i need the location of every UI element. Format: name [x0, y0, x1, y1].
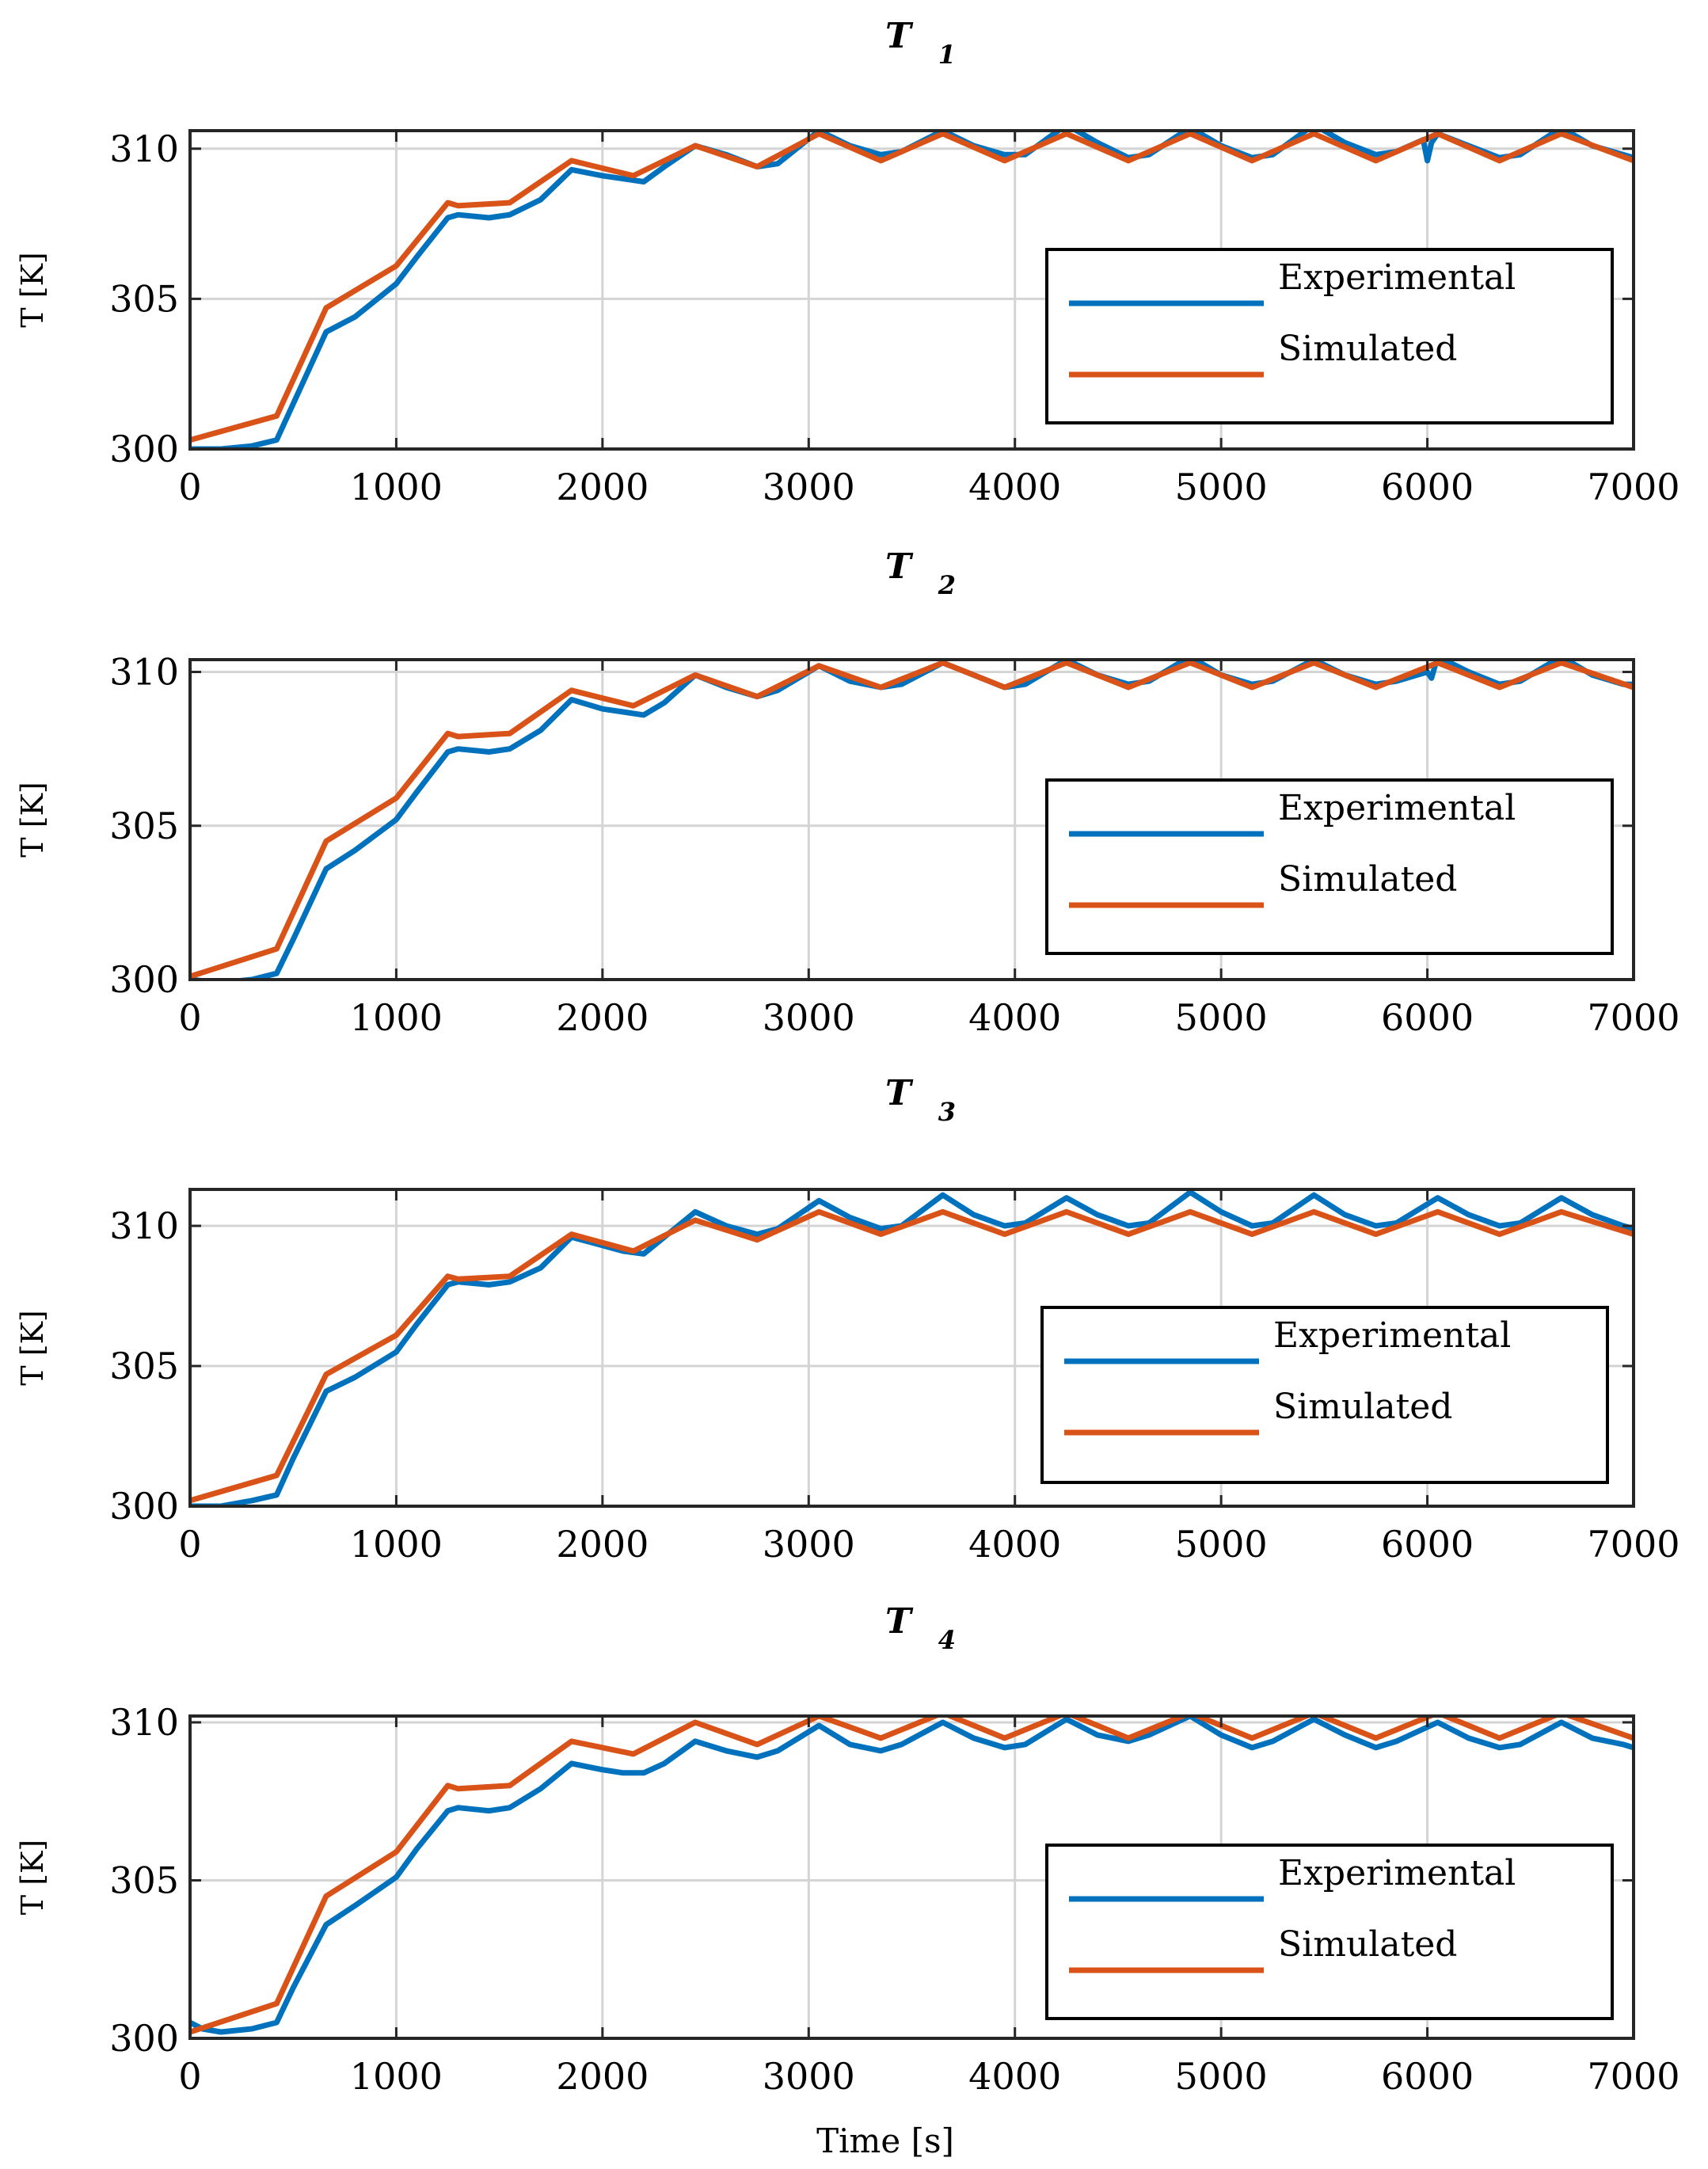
legend-label-experimental: Experimental — [1278, 1853, 1516, 1893]
x-tick-label: 6000 — [1381, 996, 1474, 1039]
x-tick-label: 4000 — [968, 996, 1061, 1039]
x-tick-label: 1000 — [350, 1523, 443, 1566]
x-tick-label: 7000 — [1587, 1523, 1679, 1566]
legend-label-simulated: Simulated — [1278, 859, 1457, 900]
legend-box — [1045, 1844, 1614, 2020]
x-tick-label: 0 — [178, 996, 201, 1039]
series-experimental-line — [190, 1714, 1634, 2035]
x-tick-label: 1000 — [350, 996, 443, 1039]
y-tick-label: 305 — [109, 805, 179, 847]
title-subscript: 4 — [938, 1625, 956, 1655]
y-tick-label: 310 — [109, 651, 179, 694]
title-subscript: 3 — [938, 1097, 956, 1127]
legend-label-experimental: Experimental — [1273, 1315, 1511, 1356]
series-simulated-line — [190, 1208, 1634, 1504]
x-tick-label: 3000 — [763, 2055, 855, 2098]
subplot-3: 0 1000 2000 3000 4000 5000 6000 7000 300 305 310 T … — [15, 1073, 1680, 1566]
y-tick-label: 300 — [109, 958, 179, 1001]
title-main: T — [885, 1073, 914, 1113]
x-tick-label: 6000 — [1381, 1523, 1474, 1566]
x-tick-label: 2000 — [556, 1523, 649, 1566]
x-tick-label: 7000 — [1587, 996, 1679, 1039]
y-tick-label: 305 — [109, 1859, 179, 1901]
x-tick-label: 3000 — [763, 466, 855, 508]
legend-box — [1045, 248, 1614, 424]
x-tick-label: 2000 — [556, 996, 649, 1039]
axes-frame — [188, 1714, 1635, 2040]
x-tick-label: 1000 — [350, 2055, 443, 2098]
axes-frame — [188, 129, 1635, 451]
y-tick-label: 305 — [109, 1345, 179, 1387]
y-axis-label: T [K] — [15, 1840, 50, 1915]
x-tick-label: 3000 — [763, 1523, 855, 1566]
legend-label-simulated: Simulated — [1273, 1387, 1452, 1427]
y-axis-label: T [K] — [15, 1310, 50, 1385]
legend: Experimental Simulated — [1045, 778, 1614, 955]
legend: Experimental Simulated — [1045, 1844, 1614, 2020]
x-axis-label: Time [s] — [816, 2121, 954, 2160]
y-tick-label: 310 — [109, 1701, 179, 1744]
x-tick-label: 0 — [178, 2055, 201, 2098]
legend-box — [1040, 1306, 1609, 1484]
series-experimental-line — [190, 658, 1634, 981]
title-main: T — [885, 1601, 914, 1642]
legend-label-simulated: Simulated — [1278, 1924, 1457, 1965]
x-tick-label: 4000 — [968, 466, 1061, 508]
series-simulated-line — [190, 660, 1634, 980]
subplot-1: 0 1000 2000 3000 4000 5000 6000 7000 300 305 310 T … — [15, 16, 1680, 508]
x-tick-label: 1000 — [350, 466, 443, 508]
x-tick-label: 4000 — [968, 2055, 1061, 2098]
y-tick-label: 310 — [109, 1204, 179, 1247]
series-simulated-line — [190, 1714, 1634, 2035]
x-tick-label: 6000 — [1381, 2055, 1474, 2098]
subplot-4: 0 1000 2000 3000 4000 5000 6000 7000 300 305 310 T … — [15, 1601, 1680, 2098]
x-tick-label: 0 — [178, 466, 201, 508]
x-tick-label: 2000 — [556, 466, 649, 508]
y-axis-label: T [K] — [15, 782, 50, 857]
y-tick-label: 305 — [109, 277, 179, 320]
title-main: T — [885, 546, 914, 587]
legend-label-experimental: Experimental — [1278, 257, 1516, 298]
x-tick-label: 5000 — [1175, 996, 1268, 1039]
y-tick-label: 310 — [109, 127, 179, 170]
subplot-2: 0 1000 2000 3000 4000 5000 6000 7000 300 305 310 T … — [15, 546, 1680, 1039]
x-tick-label: 0 — [178, 1523, 201, 1566]
title-subscript: 1 — [938, 40, 956, 70]
y-tick-label: 300 — [109, 428, 179, 470]
legend: Experimental Simulated — [1040, 1306, 1609, 1484]
x-tick-label: 7000 — [1587, 2055, 1679, 2098]
y-axis-label: T [K] — [15, 252, 50, 327]
axes-frame — [188, 1188, 1635, 1508]
x-tick-label: 6000 — [1381, 466, 1474, 508]
axes-frame — [188, 658, 1635, 981]
x-tick-label: 5000 — [1175, 466, 1268, 508]
series-simulated-line — [190, 131, 1634, 443]
x-tick-label: 4000 — [968, 1523, 1061, 1566]
legend-label-simulated: Simulated — [1278, 329, 1457, 369]
legend: Experimental Simulated — [1045, 248, 1614, 424]
x-tick-label: 5000 — [1175, 2055, 1268, 2098]
x-tick-label: 7000 — [1587, 466, 1679, 508]
series-experimental-line — [190, 1189, 1634, 1508]
legend-box — [1045, 778, 1614, 955]
y-tick-label: 300 — [109, 2017, 179, 2060]
x-tick-label: 5000 — [1175, 1523, 1268, 1566]
title-main: T — [885, 16, 914, 56]
y-tick-label: 300 — [109, 1485, 179, 1528]
x-tick-label: 2000 — [556, 2055, 649, 2098]
legend-label-experimental: Experimental — [1278, 788, 1516, 828]
x-tick-label: 3000 — [763, 996, 855, 1039]
title-subscript: 2 — [938, 570, 956, 600]
